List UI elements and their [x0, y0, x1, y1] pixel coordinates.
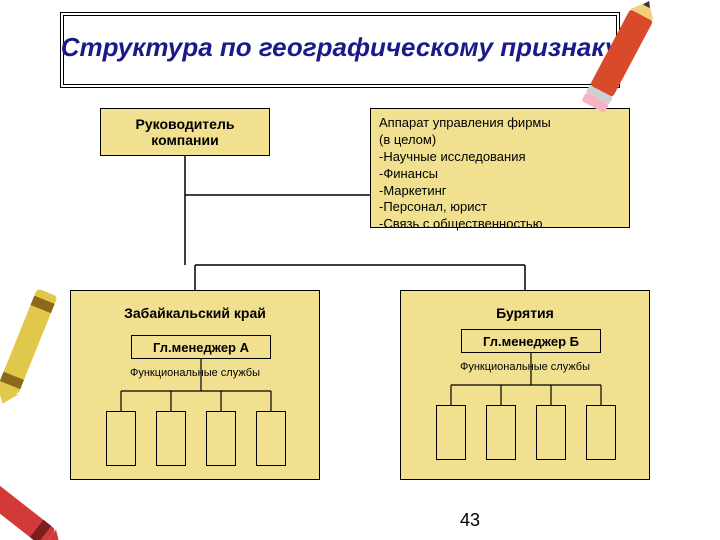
leader-box: Руководитель компании [100, 108, 270, 156]
apparatus-item: -Связь с общественностью [379, 216, 621, 233]
functional-unit-box [486, 405, 516, 460]
diagram-title: Структура по географическому признаку [60, 32, 620, 63]
page-number: 43 [460, 510, 480, 531]
leader-label: Руководитель компании [105, 116, 265, 148]
region-box: БурятияГл.менеджер БФункциональные служб… [400, 290, 650, 480]
apparatus-item: -Маркетинг [379, 183, 621, 200]
apparatus-header2: (в целом) [379, 132, 621, 149]
apparatus-item: -Научные исследования [379, 149, 621, 166]
apparatus-item: -Персонал, юрист [379, 199, 621, 216]
functional-unit-box [536, 405, 566, 460]
apparatus-item: -Финансы [379, 166, 621, 183]
functional-unit-box [156, 411, 186, 466]
functional-unit-box [206, 411, 236, 466]
functional-unit-box [106, 411, 136, 466]
functional-unit-box [436, 405, 466, 460]
functional-unit-box [256, 411, 286, 466]
functional-unit-box [586, 405, 616, 460]
region-box: Забайкальский крайГл.менеджер АФункциона… [70, 290, 320, 480]
